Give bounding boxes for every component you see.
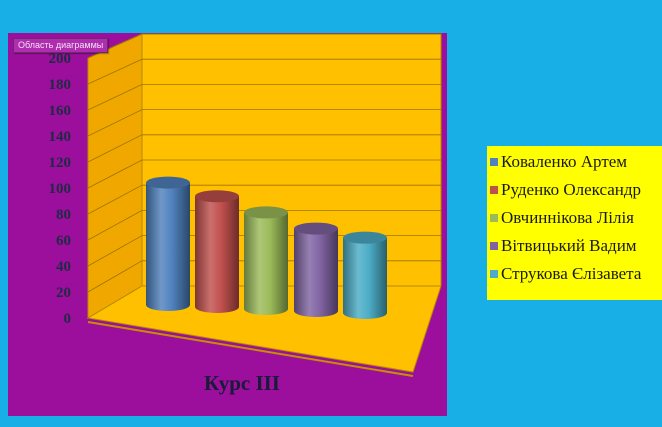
legend-item: Вітвицький Вадим [490, 234, 637, 258]
legend-swatch [490, 270, 498, 278]
y-tick-label: 20 [56, 285, 71, 301]
y-tick-label: 200 [49, 51, 72, 67]
bar-cylinder [294, 228, 338, 317]
y-tick-label: 140 [49, 129, 72, 145]
y-tick-label: 40 [56, 259, 71, 275]
bar-cylinder-top [294, 222, 338, 235]
chart-legend[interactable]: Коваленко Артем Руденко Олександр Овчинн… [487, 146, 662, 300]
chart-gridline [87, 209, 441, 241]
y-tick-label: 180 [49, 77, 72, 93]
chart-gridline [87, 109, 441, 137]
chart-gridline [87, 235, 441, 267]
chart-gridline [87, 260, 441, 293]
legend-label: Вітвицький Вадим [501, 236, 637, 255]
legend-swatch [490, 242, 498, 250]
y-tick-label: 160 [49, 103, 72, 119]
bar-cylinder [244, 212, 288, 315]
chart-floor-edge [87, 321, 414, 377]
y-tick-label: 120 [49, 155, 72, 171]
legend-item: Руденко Олександр [490, 178, 641, 202]
chart-side-wall [87, 33, 143, 319]
legend-item: Коваленко Артем [490, 150, 627, 174]
chart-gridline [87, 58, 441, 85]
bar-cylinder-top [195, 190, 239, 203]
y-tick-label: 100 [49, 181, 72, 197]
chart-gridline [87, 134, 441, 163]
bar-cylinder-top [343, 231, 387, 244]
legend-label: Струкова Єлізавета [501, 264, 642, 283]
bar-cylinder [195, 196, 239, 313]
legend-swatch [490, 186, 498, 194]
legend-item: Овчиннікова Лілія [490, 206, 634, 230]
legend-label: Коваленко Артем [501, 152, 628, 171]
bar-cylinder-top [146, 176, 190, 189]
chart-area-tooltip: Область диаграммы [13, 38, 109, 53]
bar-cylinder [343, 237, 387, 319]
legend-swatch [490, 214, 498, 222]
chart-gridline [87, 84, 441, 111]
chart-gridline [87, 184, 441, 215]
legend-swatch [490, 158, 498, 166]
legend-label: Овчиннікова Лілія [501, 208, 634, 227]
legend-label: Руденко Олександр [501, 180, 642, 199]
y-tick-label: 60 [56, 233, 71, 249]
y-tick-label: 0 [64, 311, 72, 327]
chart-gridline [87, 159, 441, 189]
bar-cylinder-top [244, 206, 288, 219]
bar-cylinder [146, 182, 190, 311]
y-tick-label: 80 [56, 207, 71, 223]
legend-item: Струкова Єлізавета [490, 262, 641, 286]
chart-title: Курс ІІІ [204, 371, 280, 395]
